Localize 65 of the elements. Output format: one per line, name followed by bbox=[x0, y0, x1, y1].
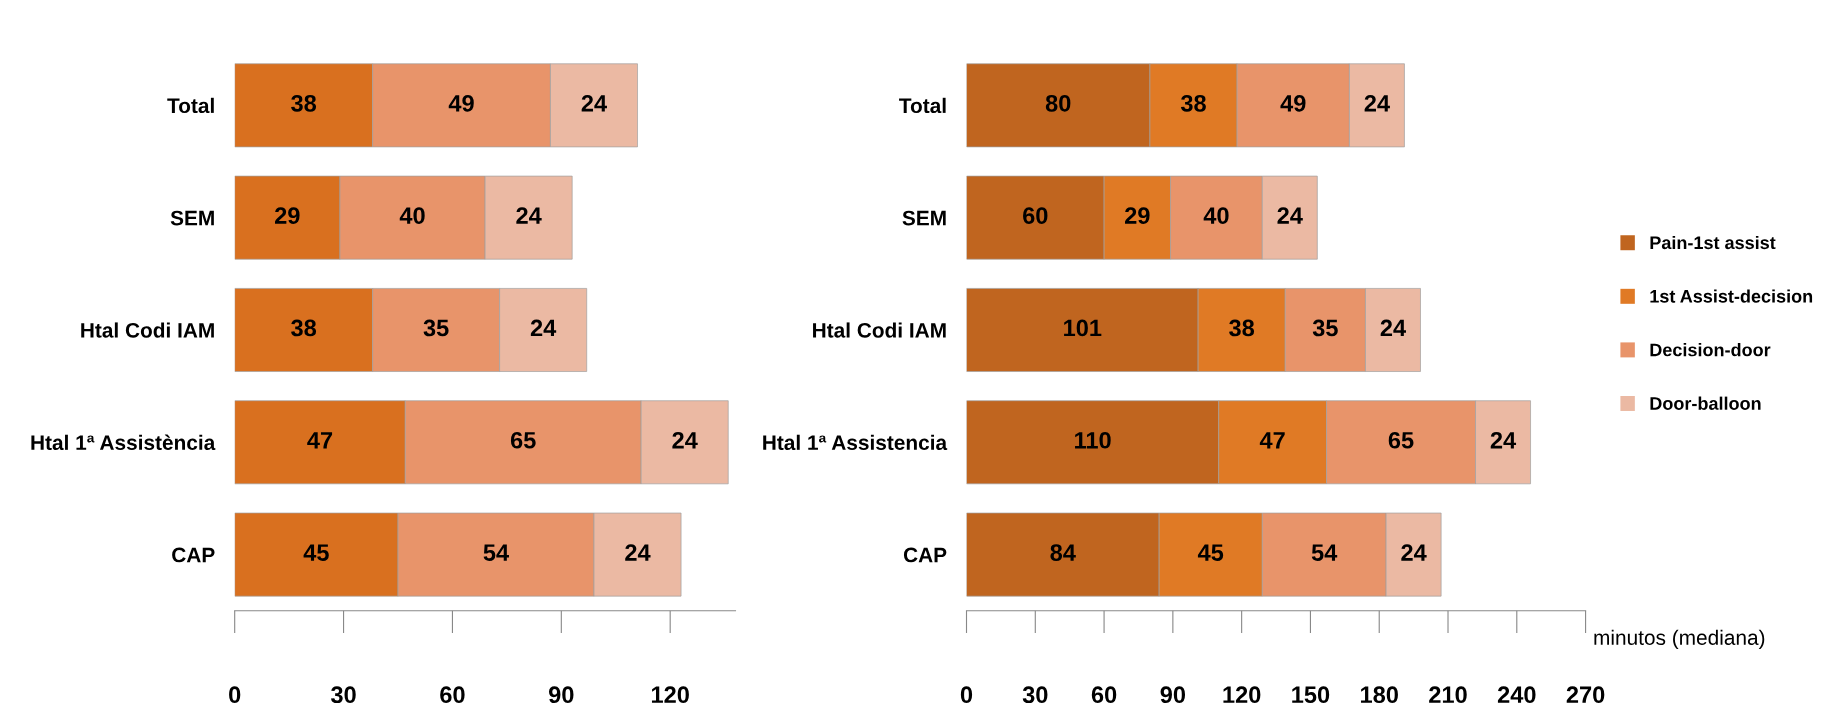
data-label: 38 bbox=[291, 94, 317, 112]
data-label: 45 bbox=[303, 544, 329, 561]
y-tick-label: Total bbox=[899, 97, 946, 114]
data-label: 29 bbox=[1125, 207, 1150, 224]
y-tick-label: SEM bbox=[170, 210, 214, 226]
data-label: 35 bbox=[1312, 319, 1338, 337]
data-label: 47 bbox=[1259, 432, 1285, 449]
data-label: 45 bbox=[1197, 544, 1224, 561]
y-tick-label: Htal Codi IAM bbox=[813, 322, 946, 338]
data-label: 24 bbox=[1277, 207, 1303, 224]
x-tick-label: 150 bbox=[1292, 686, 1330, 704]
x-tick-label: 180 bbox=[1361, 686, 1398, 704]
data-label: 24 bbox=[625, 544, 651, 561]
x-tick-label: 240 bbox=[1497, 686, 1536, 704]
x-tick-label: 30 bbox=[1022, 686, 1048, 704]
x-tick-label: 0 bbox=[229, 686, 241, 704]
data-label: 24 bbox=[1364, 94, 1390, 112]
data-label: 40 bbox=[399, 207, 425, 224]
x-tick-label: 30 bbox=[330, 686, 356, 704]
legend-label: Decision-door bbox=[1650, 343, 1771, 357]
data-label: 24 bbox=[1490, 431, 1517, 449]
data-label: 65 bbox=[1388, 431, 1414, 449]
x-tick-label: 270 bbox=[1566, 686, 1605, 704]
legend-label: Pain-1st assist bbox=[1650, 235, 1776, 250]
data-label: 35 bbox=[423, 319, 449, 337]
legend-label: Door-balloon bbox=[1650, 396, 1761, 410]
data-label: 24 bbox=[581, 94, 607, 112]
legend-label: 1st Assist-decision bbox=[1650, 289, 1813, 303]
data-label: 24 bbox=[516, 207, 542, 224]
data-label: 101 bbox=[1064, 319, 1102, 337]
x-tick-label: 60 bbox=[440, 686, 465, 704]
data-label: 47 bbox=[307, 432, 333, 449]
data-label: 38 bbox=[291, 319, 317, 337]
data-label: 110 bbox=[1075, 431, 1111, 449]
x-tick-label: 90 bbox=[1160, 686, 1186, 704]
y-tick-label: SEM bbox=[902, 210, 946, 226]
data-label: 60 bbox=[1023, 207, 1048, 224]
data-label: 29 bbox=[275, 207, 300, 224]
y-tick-label: Htal Codi IAM bbox=[81, 322, 214, 338]
x-tick-label: 120 bbox=[651, 686, 689, 704]
data-label: 80 bbox=[1045, 94, 1071, 112]
y-tick-label: Total bbox=[167, 97, 214, 114]
data-label: 49 bbox=[1280, 94, 1306, 112]
y-tick-label: CAP bbox=[903, 547, 947, 563]
data-label: 38 bbox=[1229, 319, 1255, 337]
data-label: 84 bbox=[1050, 544, 1076, 561]
data-label: 38 bbox=[1180, 94, 1206, 112]
y-tick-label: CAP bbox=[172, 547, 215, 563]
data-label: 65 bbox=[510, 431, 536, 449]
x-tick-label: 210 bbox=[1429, 686, 1467, 704]
text: minutos (mediana) bbox=[1594, 629, 1765, 650]
data-label: 24 bbox=[1380, 319, 1406, 337]
x-tick-label: 90 bbox=[549, 686, 574, 704]
data-label: 24 bbox=[672, 431, 698, 449]
data-label: 40 bbox=[1203, 207, 1229, 224]
x-tick-label: 60 bbox=[1091, 686, 1117, 704]
y-tick-label: Htal 1ª Assistència bbox=[31, 434, 216, 451]
x-tick-label: 0 bbox=[960, 686, 973, 704]
x-tick-label: 120 bbox=[1223, 686, 1261, 704]
data-label: 49 bbox=[448, 94, 474, 112]
data-label: 24 bbox=[530, 319, 557, 337]
data-label: 54 bbox=[1311, 544, 1338, 561]
y-tick-label: Htal 1ª Assistencia bbox=[763, 434, 948, 451]
data-label: 24 bbox=[1401, 544, 1427, 561]
data-label: 54 bbox=[483, 544, 509, 561]
